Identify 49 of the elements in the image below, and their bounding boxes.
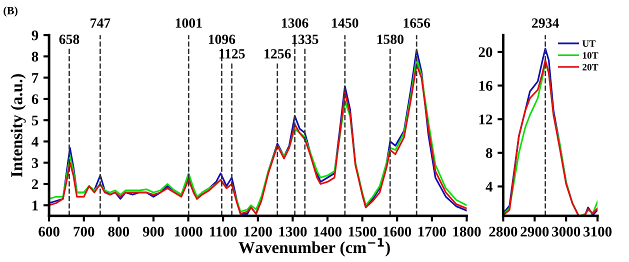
ref-line-label: 1656 xyxy=(404,18,430,28)
y-axis-title: Intensity (a.u.) xyxy=(10,74,26,178)
x-tick-label: 1000 xyxy=(174,226,202,237)
x-tick-label: 1600 xyxy=(384,226,412,237)
x-tick-label: 1200 xyxy=(244,226,272,237)
legend-label: 20T xyxy=(582,64,598,70)
x-tick-label: 1700 xyxy=(418,226,446,237)
x-tick-label: 1300 xyxy=(279,226,307,237)
x-tick-label: 3100 xyxy=(584,226,612,237)
y-tick-label: 3 xyxy=(32,158,38,168)
x-tick-label: 600 xyxy=(38,226,60,237)
ref-line-label: 658 xyxy=(59,34,80,44)
ref-line-label: 1450 xyxy=(332,18,358,28)
y-tick-label: 12 xyxy=(479,114,492,124)
y-tick-label: 4 xyxy=(32,136,38,147)
text: (B) xyxy=(4,6,18,17)
x-tick-label: 800 xyxy=(108,226,130,237)
x-tick-label: 2900 xyxy=(520,226,549,237)
y-tick-label: 8 xyxy=(486,148,492,158)
x-tick-label: 1400 xyxy=(314,226,342,237)
x-tick-label: 700 xyxy=(74,226,94,237)
x-tick-label: 1100 xyxy=(210,226,237,237)
y-tick-label: 6 xyxy=(32,94,38,104)
ref-line-label: 1001 xyxy=(176,18,202,28)
x-tick-label: 900 xyxy=(142,226,164,237)
y-tick-label: 5 xyxy=(32,116,38,126)
legend-label: 10T xyxy=(582,52,598,59)
legend-label: UT xyxy=(582,40,596,47)
ref-line-label: 2934 xyxy=(532,18,559,28)
ref-line-label: 1306 xyxy=(282,18,308,28)
ref-line-label: 1096 xyxy=(208,34,236,44)
x-tick-label: 2800 xyxy=(489,226,518,237)
ref-line-label: 1256 xyxy=(264,49,291,58)
ref-line-label: 1125 xyxy=(219,49,245,58)
ref-line-label: 1335 xyxy=(292,34,318,44)
y-tick-label: 8 xyxy=(32,52,38,62)
y-tick-label: 20 xyxy=(478,47,492,58)
y-tick-label: 4 xyxy=(486,182,493,192)
y-tick-label: 9 xyxy=(32,30,38,40)
ref-line-label: 747 xyxy=(90,18,110,28)
x-axis-title: Wavenumber (cm$^{−1}$) xyxy=(238,238,390,257)
y-tick-label: 7 xyxy=(32,73,38,83)
x-tick-label: 1500 xyxy=(348,226,376,237)
x-tick-label: 1800 xyxy=(453,226,481,237)
y-tick-label: 1 xyxy=(32,200,38,210)
x-tick-label: 3000 xyxy=(552,226,580,237)
ref-line-label: 1580 xyxy=(377,34,404,44)
y-tick-label: 16 xyxy=(479,80,492,91)
y-tick-label: 2 xyxy=(32,179,38,190)
